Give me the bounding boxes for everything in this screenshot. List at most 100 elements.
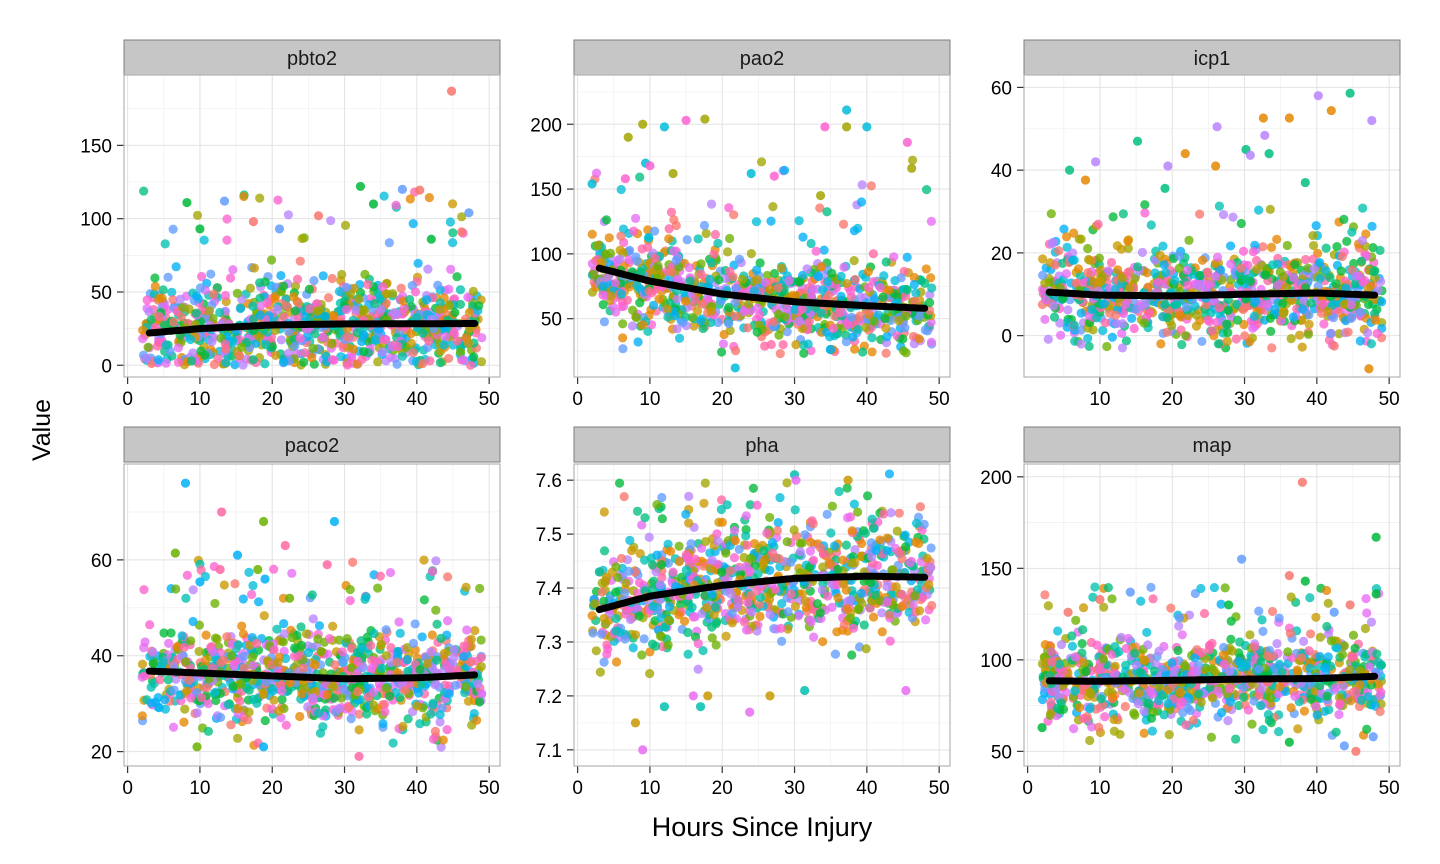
data-point [805, 562, 815, 572]
data-point [1336, 266, 1346, 276]
data-point [713, 536, 723, 546]
data-point [391, 200, 401, 210]
data-point [206, 269, 216, 279]
data-point [1214, 201, 1224, 211]
data-point [236, 679, 246, 689]
data-point [684, 491, 694, 501]
data-point [744, 299, 754, 309]
data-point [924, 579, 934, 590]
data-point [148, 659, 158, 669]
data-point [1309, 263, 1319, 274]
x-tick-label: 0 [122, 778, 133, 799]
data-point [716, 347, 727, 357]
outlier-point [192, 742, 202, 752]
data-point [898, 334, 908, 344]
data-point [611, 587, 621, 597]
data-point [1315, 273, 1325, 284]
data-point [666, 207, 677, 217]
data-point [304, 284, 314, 294]
data-point [666, 267, 676, 277]
data-point [1113, 265, 1123, 275]
y-tick-label: 150 [530, 180, 562, 201]
data-point [729, 210, 739, 220]
data-point [164, 638, 174, 648]
data-point [378, 282, 388, 292]
data-point [847, 650, 857, 660]
data-point [901, 311, 911, 321]
data-point [334, 704, 344, 714]
data-point [474, 697, 485, 707]
data-point [157, 293, 167, 303]
data-point [1248, 247, 1258, 257]
data-point [1341, 283, 1351, 293]
data-point [1155, 250, 1165, 260]
data-point [891, 582, 901, 592]
data-point [752, 265, 762, 275]
data-point [755, 592, 766, 603]
data-point [1069, 228, 1079, 238]
data-point [1279, 308, 1289, 319]
data-point [179, 717, 189, 727]
outlier-point [464, 208, 474, 218]
data-point [1265, 313, 1275, 323]
data-point [797, 538, 807, 548]
outlier-point [284, 593, 295, 603]
points-layer [587, 105, 937, 373]
data-point [1167, 320, 1177, 331]
y-tick-label: 60 [991, 78, 1012, 99]
trend-line [145, 667, 479, 683]
data-point [620, 634, 630, 644]
data-point [209, 289, 219, 299]
x-tick-label: 40 [406, 389, 427, 410]
data-point [352, 687, 363, 697]
data-point [656, 560, 667, 570]
data-point [154, 312, 164, 322]
data-point [672, 324, 682, 334]
data-point [406, 338, 416, 348]
data-point [208, 313, 218, 324]
outlier-point [195, 577, 205, 587]
data-point [1181, 302, 1192, 312]
data-point [1251, 296, 1261, 307]
data-point [1215, 265, 1226, 275]
data-point [1083, 268, 1093, 278]
data-point [1145, 307, 1155, 318]
data-point [629, 226, 639, 236]
data-point [146, 698, 156, 708]
data-point [619, 492, 629, 502]
outlier-point [1212, 122, 1222, 132]
data-point [1162, 313, 1172, 323]
data-point [283, 348, 294, 358]
data-point [358, 643, 368, 653]
data-point [894, 508, 904, 518]
data-point [192, 210, 203, 220]
data-point [765, 610, 775, 620]
data-point [416, 679, 427, 689]
data-point [1342, 236, 1352, 246]
y-tick-label: 20 [991, 244, 1012, 265]
data-point [705, 548, 715, 558]
data-point [443, 353, 454, 364]
data-point [856, 588, 866, 599]
data-point [603, 272, 613, 282]
data-point [427, 630, 437, 640]
data-point [1156, 339, 1166, 349]
data-point [866, 181, 876, 191]
data-point [907, 155, 918, 165]
data-point [356, 636, 366, 646]
data-point [816, 308, 826, 318]
data-point [769, 268, 780, 279]
data-point [382, 289, 392, 299]
data-point [327, 682, 338, 692]
data-point [1162, 327, 1172, 337]
data-point [1258, 242, 1268, 252]
data-point [262, 298, 272, 308]
data-point [882, 533, 892, 543]
data-point [857, 347, 868, 357]
data-point [1146, 220, 1156, 230]
outlier-point [620, 174, 630, 184]
data-point [775, 493, 785, 503]
data-point [346, 663, 356, 673]
data-point [1304, 319, 1314, 329]
data-point [702, 603, 712, 613]
